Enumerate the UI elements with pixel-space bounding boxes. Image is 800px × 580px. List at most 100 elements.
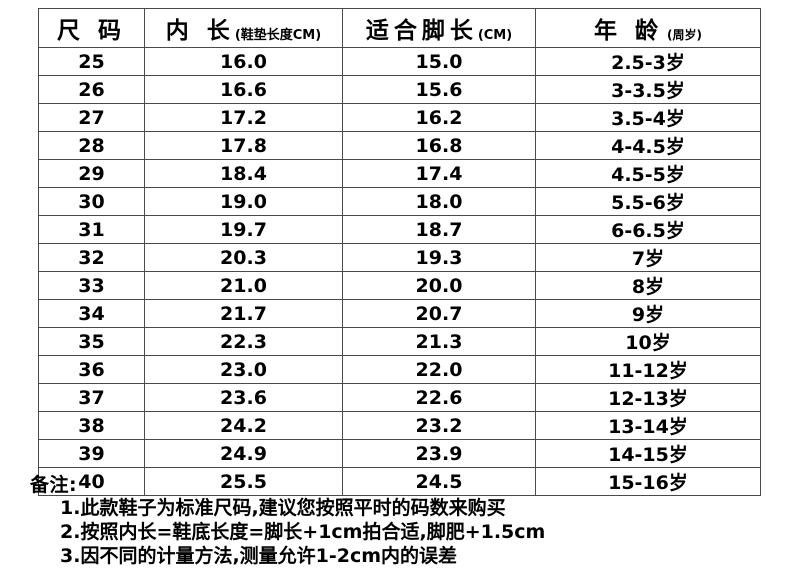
cell-age: 13-14岁 — [535, 411, 761, 440]
table-row: 29 18.4 17.4 4.5-5岁 — [38, 159, 761, 188]
table-row: 28 17.8 16.8 4-4.5岁 — [38, 131, 761, 160]
table-header: 尺 码 内 长(鞋垫长度CM) 适合脚长(CM) 年 龄 (周岁) — [38, 8, 761, 48]
table-row: 39 24.9 23.9 14-15岁 — [38, 439, 761, 468]
cell-inner-length: 23.0 — [144, 355, 343, 384]
cell-age: 4.5-5岁 — [535, 159, 761, 188]
cell-foot-length: 16.8 — [342, 131, 536, 160]
cell-size: 34 — [38, 299, 145, 328]
cell-inner-length: 16.6 — [144, 75, 343, 104]
table-row: 30 19.0 18.0 5.5-6岁 — [38, 187, 761, 216]
cell-age: 3.5-4岁 — [535, 103, 761, 132]
cell-age: 12-13岁 — [535, 383, 761, 412]
cell-inner-length: 21.0 — [144, 271, 343, 300]
table-row: 34 21.7 20.7 9岁 — [38, 299, 761, 328]
table-row: 26 16.6 15.6 3-3.5岁 — [38, 75, 761, 104]
notes-section: 备注: 1.此款鞋子为标准尺码,建议您按照平时的码数来购买 2.按照内长=鞋底长… — [30, 474, 770, 568]
cell-size: 38 — [38, 411, 145, 440]
cell-foot-length: 15.6 — [342, 75, 536, 104]
note-line-3: 3.因不同的计量方法,测量允许1-2cm内的误差 — [60, 545, 458, 567]
size-table-container: 尺 码 内 长(鞋垫长度CM) 适合脚长(CM) 年 龄 (周岁) 25 16.0 1… — [38, 8, 761, 496]
cell-size: 32 — [38, 243, 145, 272]
table-row: 25 16.0 15.0 2.5-3岁 — [38, 47, 761, 76]
cell-foot-length: 24.5 — [342, 467, 536, 496]
cell-age: 6-6.5岁 — [535, 215, 761, 244]
column-header-foot-length-main: 适合脚长 — [365, 18, 478, 44]
cell-age: 15-16岁 — [535, 467, 761, 496]
cell-size: 26 — [38, 75, 145, 104]
cell-inner-length: 20.3 — [144, 243, 343, 272]
column-header-foot-length-sub: (CM) — [477, 28, 513, 43]
cell-age: 7岁 — [535, 243, 761, 272]
cell-foot-length: 21.3 — [342, 327, 536, 356]
cell-age: 5.5-6岁 — [535, 187, 761, 216]
cell-age: 8岁 — [535, 271, 761, 300]
cell-foot-length: 23.9 — [342, 439, 536, 468]
cell-size: 36 — [38, 355, 145, 384]
cell-size: 37 — [38, 383, 145, 412]
column-header-age: 年 龄 (周岁) — [535, 8, 761, 48]
cell-inner-length: 16.0 — [144, 47, 343, 76]
column-header-foot-length: 适合脚长(CM) — [342, 8, 536, 48]
cell-foot-length: 16.2 — [342, 103, 536, 132]
column-header-inner-length-main: 内 长 — [165, 18, 235, 44]
cell-age: 10岁 — [535, 327, 761, 356]
cell-foot-length: 17.4 — [342, 159, 536, 188]
cell-age: 4-4.5岁 — [535, 131, 761, 160]
cell-foot-length: 23.2 — [342, 411, 536, 440]
cell-size: 35 — [38, 327, 145, 356]
cell-foot-length: 19.3 — [342, 243, 536, 272]
column-header-size-main: 尺 码 — [56, 18, 126, 44]
cell-inner-length: 18.4 — [144, 159, 343, 188]
cell-foot-length: 18.7 — [342, 215, 536, 244]
cell-size: 39 — [38, 439, 145, 468]
cell-inner-length: 19.0 — [144, 187, 343, 216]
cell-size: 40 — [38, 467, 145, 496]
cell-foot-length: 22.0 — [342, 355, 536, 384]
table-row: 35 22.3 21.3 10岁 — [38, 327, 761, 356]
cell-inner-length: 22.3 — [144, 327, 343, 356]
cell-size: 27 — [38, 103, 145, 132]
header-row: 尺 码 内 长(鞋垫长度CM) 适合脚长(CM) 年 龄 (周岁) — [38, 8, 761, 48]
cell-size: 33 — [38, 271, 145, 300]
cell-size: 31 — [38, 215, 145, 244]
cell-foot-length: 20.7 — [342, 299, 536, 328]
cell-age: 14-15岁 — [535, 439, 761, 468]
table-row: 27 17.2 16.2 3.5-4岁 — [38, 103, 761, 132]
cell-size: 28 — [38, 131, 145, 160]
cell-foot-length: 15.0 — [342, 47, 536, 76]
note-line-2: 2.按照内长=鞋底长度=脚长+1cm拍合适,脚肥+1.5cm — [60, 521, 546, 543]
notes-title: 备注: — [30, 474, 78, 496]
cell-inner-length: 17.8 — [144, 131, 343, 160]
cell-inner-length: 17.2 — [144, 103, 343, 132]
table-row: 38 24.2 23.2 13-14岁 — [38, 411, 761, 440]
cell-age: 11-12岁 — [535, 355, 761, 384]
cell-size: 29 — [38, 159, 145, 188]
column-header-age-sub: (周岁) — [667, 28, 702, 42]
table-row: 31 19.7 18.7 6-6.5岁 — [38, 215, 761, 244]
cell-foot-length: 20.0 — [342, 271, 536, 300]
cell-inner-length: 19.7 — [144, 215, 343, 244]
cell-inner-length: 23.6 — [144, 383, 343, 412]
table-row: 36 23.0 22.0 11-12岁 — [38, 355, 761, 384]
cell-size: 25 — [38, 47, 145, 76]
cell-foot-length: 22.6 — [342, 383, 536, 412]
cell-size: 30 — [38, 187, 145, 216]
cell-inner-length: 24.9 — [144, 439, 343, 468]
cell-inner-length: 24.2 — [144, 411, 343, 440]
column-header-inner-length-sub: (鞋垫长度CM) — [234, 28, 322, 43]
table-row: 32 20.3 19.3 7岁 — [38, 243, 761, 272]
table-row: 33 21.0 20.0 8岁 — [38, 271, 761, 300]
cell-age: 2.5-3岁 — [535, 47, 761, 76]
column-header-inner-length: 内 长(鞋垫长度CM) — [144, 8, 343, 48]
table-body: 25 16.0 15.0 2.5-3岁 26 16.6 15.6 3-3.5岁 27 17.2 16… — [38, 47, 761, 496]
note-line-1: 1.此款鞋子为标准尺码,建议您按照平时的码数来购买 — [60, 497, 506, 519]
shoe-size-table: 尺 码 内 长(鞋垫长度CM) 适合脚长(CM) 年 龄 (周岁) 25 16.0 1… — [38, 8, 761, 496]
cell-inner-length: 21.7 — [144, 299, 343, 328]
table-row: 40 25.5 24.5 15-16岁 — [38, 467, 761, 496]
column-header-age-main: 年 龄 — [594, 18, 664, 44]
cell-age: 9岁 — [535, 299, 761, 328]
column-header-size: 尺 码 — [38, 8, 145, 48]
table-row: 37 23.6 22.6 12-13岁 — [38, 383, 761, 412]
cell-foot-length: 18.0 — [342, 187, 536, 216]
